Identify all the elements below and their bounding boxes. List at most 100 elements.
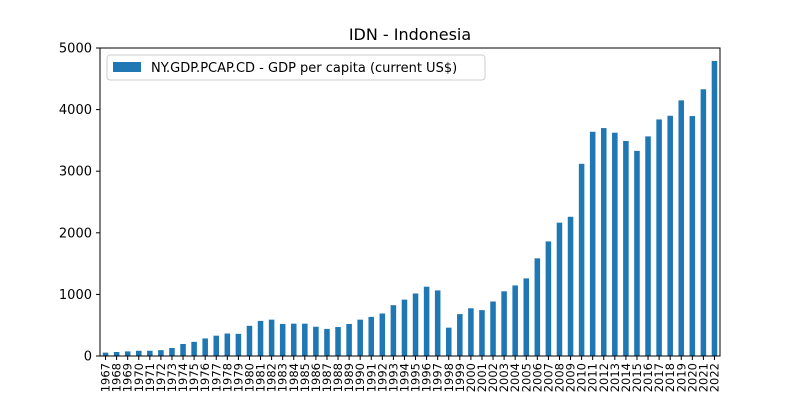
bar-2001 (479, 310, 485, 356)
bar-1980 (246, 325, 253, 356)
x-tick-label: 2001 (475, 363, 489, 392)
x-tick-label: 1981 (254, 363, 268, 392)
x-tick-label: 1993 (386, 363, 400, 392)
x-tick-label: 2007 (541, 363, 555, 392)
bar-1998 (445, 327, 452, 356)
bar-2010 (578, 163, 585, 356)
x-tick-label: 2012 (597, 363, 611, 392)
x-tick-label: 1985 (298, 363, 312, 392)
x-tick-label: 1980 (242, 363, 256, 392)
bar-1975 (191, 341, 197, 356)
x-tick-label: 1986 (309, 363, 323, 392)
y-tick-label: 2000 (59, 226, 92, 241)
bar-1972 (158, 350, 164, 356)
x-tick-label: 1997 (431, 363, 445, 392)
x-tick-label: 2006 (530, 363, 544, 392)
x-tick-label: 2018 (663, 363, 677, 392)
x-tick-label: 1975 (187, 363, 201, 392)
bar-2018 (667, 115, 673, 356)
y-tick-label: 3000 (59, 165, 92, 180)
bar-1989 (346, 323, 352, 356)
x-tick-label: 2000 (464, 363, 478, 392)
bar-1983 (279, 323, 286, 356)
x-tick-label: 1968 (110, 363, 124, 392)
legend-label: NY.GDP.PCAP.CD - GDP per capita (current… (151, 61, 457, 76)
bar-1985 (302, 323, 308, 356)
bar-2011 (589, 131, 596, 356)
bar-1974 (180, 343, 186, 356)
legend: NY.GDP.PCAP.CD - GDP per capita (current… (106, 54, 486, 81)
bar-1992 (379, 313, 386, 356)
x-tick-label: 1982 (265, 363, 279, 392)
bar-2002 (490, 301, 496, 356)
bar-1991 (368, 316, 375, 356)
x-tick-label: 1989 (342, 363, 356, 392)
y-tick-label: 4000 (59, 103, 92, 118)
bar-2013 (612, 132, 618, 356)
bar-1987 (324, 328, 330, 356)
x-tick-label: 2016 (641, 363, 655, 392)
x-tick-label: 1999 (453, 363, 467, 392)
x-tick-label: 2008 (552, 363, 566, 392)
bar-1979 (235, 333, 242, 356)
x-tick-label: 1974 (176, 363, 190, 392)
x-tick-label: 1979 (231, 363, 245, 392)
x-tick-label: 1972 (154, 363, 168, 392)
bar-2003 (501, 291, 507, 356)
x-tick-label: 1971 (143, 363, 157, 392)
x-tick-label: 1996 (420, 363, 434, 392)
bar-1978 (224, 333, 231, 356)
x-tick-label: 1992 (375, 363, 389, 392)
bar-2006 (534, 258, 541, 356)
bar-1969 (124, 351, 131, 356)
x-tick-label: 1973 (165, 363, 179, 392)
x-tick-label: 1969 (121, 363, 135, 392)
bar-2017 (656, 119, 662, 357)
legend-box (106, 54, 486, 81)
bar-1973 (169, 347, 175, 356)
bar-1970 (135, 350, 142, 356)
x-tick-label: 1983 (276, 363, 290, 392)
x-tick-label: 2004 (508, 363, 522, 392)
x-tick-label: 2014 (619, 363, 633, 392)
y-tick-label: 0 (84, 350, 92, 365)
bar-2007 (545, 241, 552, 356)
x-tick-label: 2015 (630, 363, 644, 392)
x-tick-label: 2010 (575, 363, 589, 392)
x-tick-label: 1967 (99, 363, 113, 392)
bar-1996 (423, 286, 430, 356)
bar-2000 (468, 308, 474, 356)
bar-2022 (711, 60, 718, 356)
x-tick-label: 1991 (364, 363, 378, 392)
x-tick-label: 2021 (696, 363, 710, 392)
x-tick-label: 2005 (519, 363, 533, 392)
x-tick-label: 2020 (685, 363, 699, 392)
y-tick-label: 1000 (59, 288, 92, 303)
bar-1999 (457, 314, 463, 356)
bar-1967 (102, 352, 109, 356)
bar-1968 (113, 351, 120, 356)
bar-1990 (357, 319, 363, 356)
x-tick-label: 1990 (353, 363, 367, 392)
x-tick-label: 2019 (674, 363, 688, 392)
bar-series (102, 60, 718, 357)
x-tick-label: 1987 (320, 363, 334, 392)
x-tick-label: 2022 (707, 363, 721, 392)
bar-2019 (678, 100, 685, 356)
x-tick-label: 2003 (497, 363, 511, 392)
bar-2021 (700, 89, 707, 356)
x-tick-label: 2013 (608, 363, 622, 392)
x-axis: 1967196819691970197119721973197419751976… (99, 356, 721, 392)
bar-1976 (202, 338, 208, 356)
y-tick-label: 5000 (59, 42, 92, 57)
x-tick-label: 1978 (220, 363, 234, 392)
x-tick-label: 2011 (586, 363, 600, 392)
bar-2016 (645, 136, 651, 356)
bar-2009 (567, 216, 574, 356)
bar-2020 (689, 116, 696, 357)
bar-2012 (600, 128, 607, 356)
bar-1986 (313, 326, 319, 356)
bar-1971 (147, 350, 153, 356)
bar-2004 (512, 285, 518, 356)
